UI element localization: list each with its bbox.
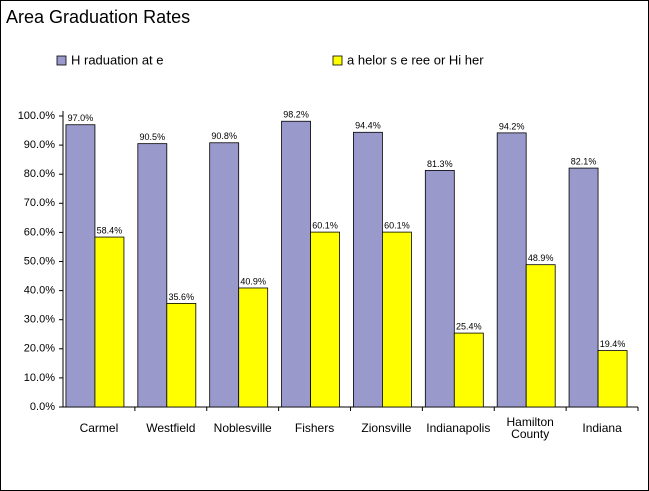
legend-swatch	[332, 55, 343, 66]
value-label: 25.4%	[456, 321, 482, 331]
bar	[382, 231, 412, 408]
y-tick-label: 80.0%	[24, 168, 55, 180]
bar	[597, 350, 628, 408]
y-tick-label: 30.0%	[24, 314, 55, 326]
value-label: 60.1%	[384, 220, 410, 230]
y-tick-label: 70.0%	[24, 197, 55, 209]
y-tick-label: 0.0%	[30, 401, 55, 413]
y-tick-label: 50.0%	[24, 255, 55, 267]
x-tick-label: Indianapolis	[426, 421, 490, 435]
legend-swatch	[56, 55, 67, 66]
x-tick-label: Noblesville	[214, 421, 272, 435]
value-label: 82.1%	[571, 156, 597, 166]
y-tick-label: 10.0%	[24, 372, 55, 384]
bar	[94, 236, 125, 408]
y-tick-label: 60.0%	[24, 226, 55, 238]
x-tick-label: Westfield	[146, 421, 195, 435]
value-label: 97.0%	[68, 113, 94, 123]
y-tick-label: 100.0%	[18, 110, 56, 122]
value-label: 90.8%	[211, 131, 237, 141]
value-label: 58.4%	[97, 225, 123, 235]
bar	[424, 170, 455, 408]
value-label: 81.3%	[427, 159, 453, 169]
bar	[209, 142, 240, 408]
x-tick-label: Hamilton County	[507, 415, 554, 441]
value-label: 48.9%	[528, 253, 554, 263]
bar	[166, 303, 197, 408]
bar	[453, 332, 484, 408]
x-tick-label: Carmel	[80, 421, 119, 435]
x-tick-label: Indiana	[582, 421, 622, 435]
value-label: 90.5%	[140, 132, 166, 142]
bar	[353, 131, 383, 408]
bar	[281, 120, 311, 408]
y-tick-label: 20.0%	[24, 343, 55, 355]
bar	[137, 143, 168, 408]
legend-label: a helor s e ree or Hi her	[347, 52, 484, 67]
x-tick-label: Zionsville	[361, 421, 411, 435]
bar	[496, 132, 527, 408]
bar	[525, 264, 556, 408]
bar	[568, 167, 599, 408]
x-tick-label: Fishers	[295, 421, 334, 435]
y-tick-label: 90.0%	[24, 139, 55, 151]
value-label: 94.4%	[355, 121, 381, 131]
bar	[238, 287, 269, 408]
value-label: 35.6%	[169, 292, 195, 302]
bar	[65, 124, 96, 408]
value-label: 40.9%	[240, 276, 266, 286]
value-label: 19.4%	[600, 339, 626, 349]
value-label: 94.2%	[499, 121, 525, 131]
y-tick-label: 40.0%	[24, 285, 55, 297]
value-label: 60.1%	[312, 220, 338, 230]
chart-title: Area Graduation Rates	[6, 7, 190, 27]
legend-label: H raduation at e	[71, 52, 164, 67]
value-label: 98.2%	[283, 110, 309, 120]
bar	[310, 231, 340, 408]
